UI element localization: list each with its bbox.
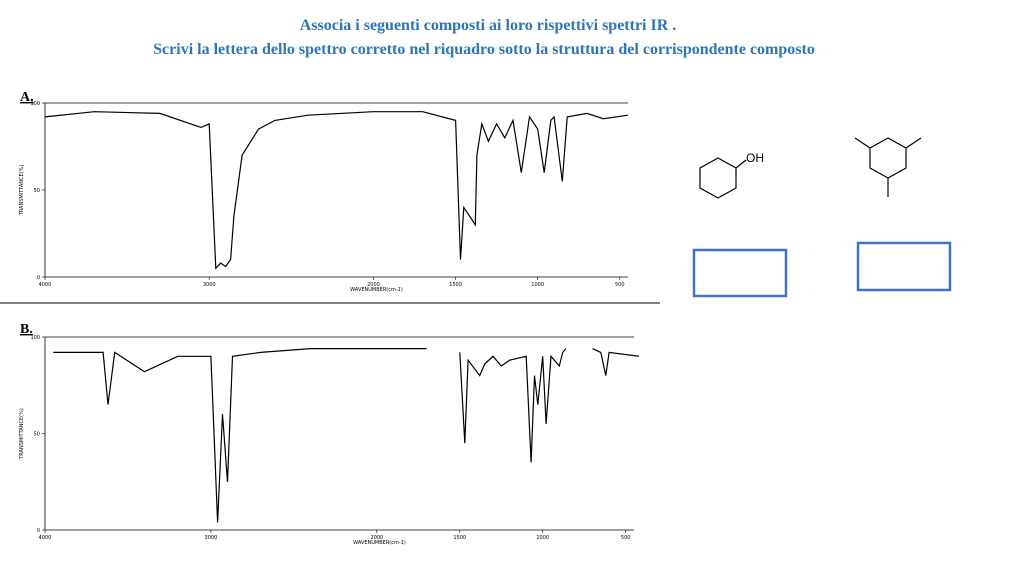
x-tick-label: 4000 <box>39 535 52 541</box>
x-tick-label: 500 <box>621 535 631 541</box>
x-tick-label: 4000 <box>39 282 52 288</box>
title-line: Scrivi la lettera dello spettro corretto… <box>153 41 815 58</box>
x-tick-label: 1500 <box>453 535 466 541</box>
spectrum-line <box>53 348 640 523</box>
y-tick-label: 0 <box>37 275 40 281</box>
x-tick-label: 1500 <box>449 282 462 288</box>
oh-label: OH <box>746 151 764 165</box>
answer-box[interactable] <box>856 241 952 292</box>
panel-label: A. <box>20 90 34 105</box>
panel-label: B. <box>20 322 33 337</box>
x-tick-label: 500 <box>615 282 625 288</box>
x-tick-label: 1000 <box>531 282 544 288</box>
y-axis-label: TRANSMITTANCE(%) <box>19 165 25 217</box>
x-tick-label: 2000 <box>367 282 380 288</box>
cyclohexanol <box>699 157 747 199</box>
x-tick-label: 2000 <box>370 535 383 541</box>
y-tick-label: 50 <box>34 188 40 194</box>
x-tick-label: 3000 <box>203 282 216 288</box>
trimethylcyclohexane <box>854 137 922 197</box>
spectrum-line <box>44 111 629 270</box>
y-tick-label: 0 <box>37 528 40 534</box>
y-tick-label: 100 <box>30 101 40 107</box>
answer-box[interactable] <box>692 248 788 298</box>
x-tick-label: 1000 <box>536 535 549 541</box>
y-tick-label: 100 <box>30 335 40 341</box>
title-line: Associa i seguenti composti ai loro risp… <box>300 17 677 34</box>
x-axis-label: WAVENUMBER(cm-1) <box>353 540 406 546</box>
x-axis-label: WAVENUMBER(cm-1) <box>350 287 403 293</box>
y-axis-label: TRANSMITTANCE(%) <box>19 408 25 460</box>
y-tick-label: 50 <box>34 432 40 438</box>
x-tick-label: 3000 <box>205 535 218 541</box>
